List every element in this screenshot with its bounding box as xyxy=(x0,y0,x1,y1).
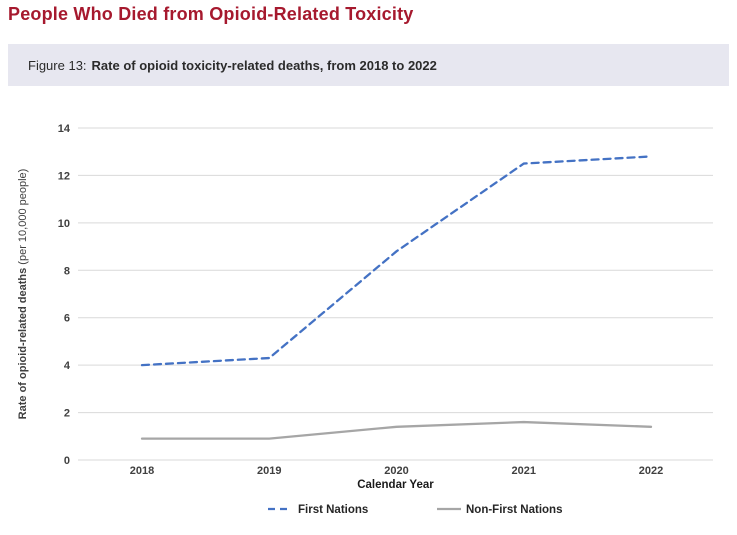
y-tick-label: 12 xyxy=(58,170,70,182)
x-tick-label: 2020 xyxy=(384,465,408,477)
y-tick-label: 0 xyxy=(64,455,70,467)
series-line-non-first-nations xyxy=(140,420,653,440)
y-tick-label: 6 xyxy=(64,313,70,325)
page-title: People Who Died from Opioid-Related Toxi… xyxy=(8,4,414,24)
figure-caption-title: Rate of opioid toxicity-related deaths, … xyxy=(91,57,437,73)
x-tick-label: 2019 xyxy=(257,465,281,477)
y-tick-label: 2 xyxy=(64,408,70,420)
x-axis-title: Calendar Year xyxy=(357,479,434,491)
figure-caption-prefix: Figure 13: xyxy=(28,57,87,73)
series-line-first-nations xyxy=(140,155,653,367)
figure-caption-bar: Figure 13: Rate of opioid toxicity-relat… xyxy=(8,44,729,86)
y-tick-label: 10 xyxy=(58,218,70,230)
y-tick-label: 14 xyxy=(58,123,71,135)
y-axis-title: Rate of opioid-related deaths (per 10,00… xyxy=(17,169,29,420)
x-tick-label: 2022 xyxy=(639,465,663,477)
x-tick-label: 2018 xyxy=(130,465,154,477)
legend-label: Non-First Nations xyxy=(466,504,562,516)
y-tick-label: 4 xyxy=(64,360,71,372)
legend-label: First Nations xyxy=(298,504,368,516)
y-tick-label: 8 xyxy=(64,265,70,277)
x-tick-label: 2021 xyxy=(512,465,536,477)
